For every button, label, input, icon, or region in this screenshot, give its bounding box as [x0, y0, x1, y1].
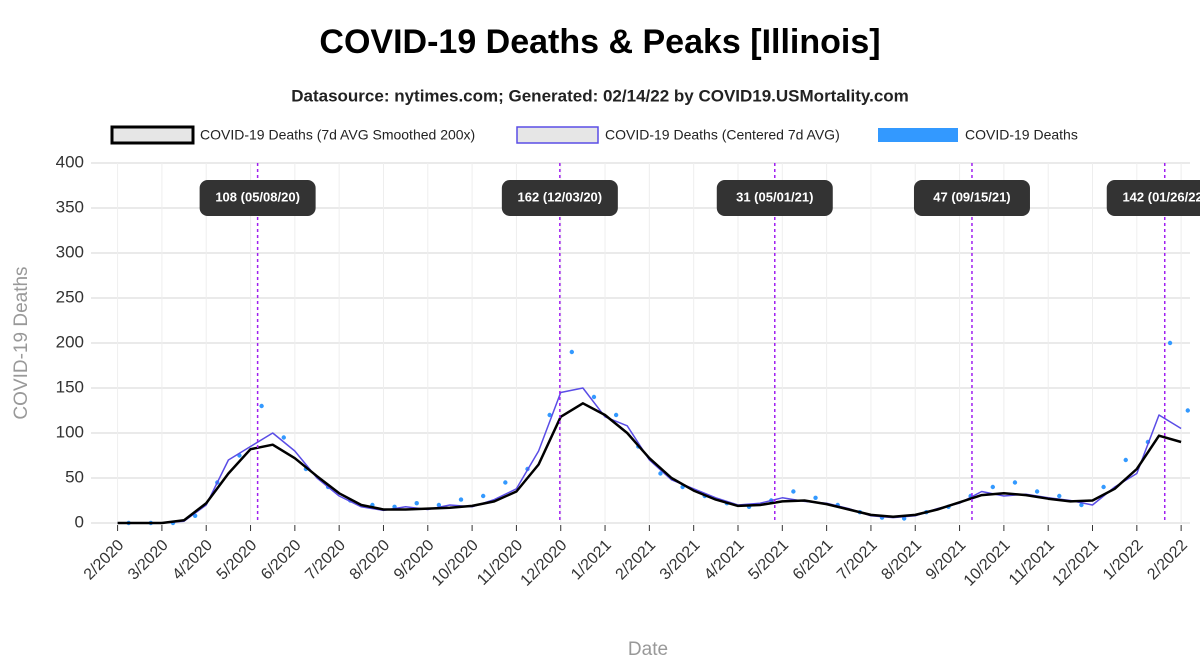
y-tick-label: 400 [56, 152, 84, 171]
data-point [658, 471, 663, 476]
x-tick-label: 6/2020 [258, 537, 305, 584]
x-tick-label: 10/2020 [429, 537, 482, 590]
x-tick-label: 7/2021 [834, 537, 881, 584]
data-point [547, 412, 552, 418]
data-point [1123, 457, 1128, 463]
x-tick-label: 3/2020 [125, 537, 172, 584]
legend-label: COVID-19 Deaths (7d AVG Smoothed 200x) [200, 127, 475, 143]
y-tick-label: 350 [56, 197, 84, 216]
y-tick-label: 200 [56, 332, 84, 351]
legend-label: COVID-19 Deaths (Centered 7d AVG) [605, 127, 840, 143]
x-tick-label: 2/2020 [81, 537, 128, 584]
series-line [117, 402, 1182, 525]
chart-subtitle: Datasource: nytimes.com; Generated: 02/1… [291, 86, 909, 105]
peak-label-box [1106, 180, 1200, 216]
data-point [480, 493, 486, 499]
x-tick-label: 11/2020 [474, 537, 526, 589]
y-tick-label: 250 [56, 287, 84, 306]
data-point [990, 484, 996, 490]
peak-label-box [199, 180, 316, 216]
data-point [1079, 502, 1084, 508]
x-tick-label: 4/2021 [701, 537, 748, 584]
chart-title: COVID-19 Deaths & Peaks [Illinois] [319, 23, 880, 61]
legend-swatch [516, 126, 599, 144]
x-tick-label: 11/2021 [1006, 537, 1058, 589]
peak-label-box [716, 180, 833, 216]
peak-label: 31 (05/01/21) [736, 189, 813, 204]
y-tick-label: 0 [75, 512, 84, 531]
legend-label: COVID-19 Deaths [965, 127, 1078, 143]
peak-label-box [913, 180, 1030, 216]
y-axis-title: COVID-19 Deaths [11, 266, 32, 419]
x-tick-label: 12/2020 [518, 537, 571, 590]
data-point [458, 497, 464, 502]
data-point [1167, 340, 1173, 346]
x-tick-label: 5/2020 [214, 537, 261, 584]
x-tick-label: 2/2021 [613, 537, 660, 584]
x-tick-label: 12/2021 [1049, 537, 1102, 590]
peak-label: 108 (05/08/20) [215, 189, 300, 204]
legend-swatch [878, 128, 958, 142]
data-point [1012, 480, 1018, 485]
series-line [117, 387, 1182, 524]
legend-swatch [110, 125, 195, 145]
data-point [503, 480, 508, 485]
data-point [1101, 484, 1106, 490]
data-point [281, 435, 286, 440]
y-tick-label: 100 [56, 422, 84, 441]
peak-label: 162 (12/03/20) [518, 189, 603, 204]
x-tick-label: 6/2021 [790, 537, 837, 584]
x-tick-label: 5/2021 [745, 537, 792, 584]
x-tick-label: 1/2021 [568, 537, 615, 584]
data-point [591, 394, 597, 400]
data-point [613, 412, 619, 418]
data-point [1034, 489, 1040, 494]
x-tick-label: 2/2022 [1144, 537, 1191, 584]
x-tick-label: 4/2020 [169, 537, 216, 584]
data-point [259, 403, 264, 409]
data-point [1185, 408, 1190, 413]
peak-label-box [501, 180, 618, 216]
x-tick-label: 3/2021 [657, 537, 704, 584]
data-point [569, 349, 575, 355]
data-point [414, 501, 419, 506]
x-tick-label: 8/2021 [878, 537, 925, 584]
x-tick-label: 10/2021 [961, 537, 1014, 590]
data-point [813, 495, 818, 500]
x-axis-title: Date [628, 639, 668, 660]
data-point [791, 489, 796, 494]
y-tick-label: 300 [56, 242, 84, 261]
y-tick-label: 150 [56, 377, 84, 396]
data-point [436, 502, 442, 508]
data-point [1057, 493, 1062, 499]
x-tick-label: 1/2022 [1100, 537, 1147, 584]
x-tick-label: 7/2020 [302, 537, 349, 584]
peak-label: 47 (09/15/21) [933, 189, 1010, 204]
y-tick-label: 50 [65, 467, 84, 486]
peak-label: 142 (01/26/22) [1122, 189, 1200, 204]
x-tick-label: 8/2020 [347, 537, 394, 584]
